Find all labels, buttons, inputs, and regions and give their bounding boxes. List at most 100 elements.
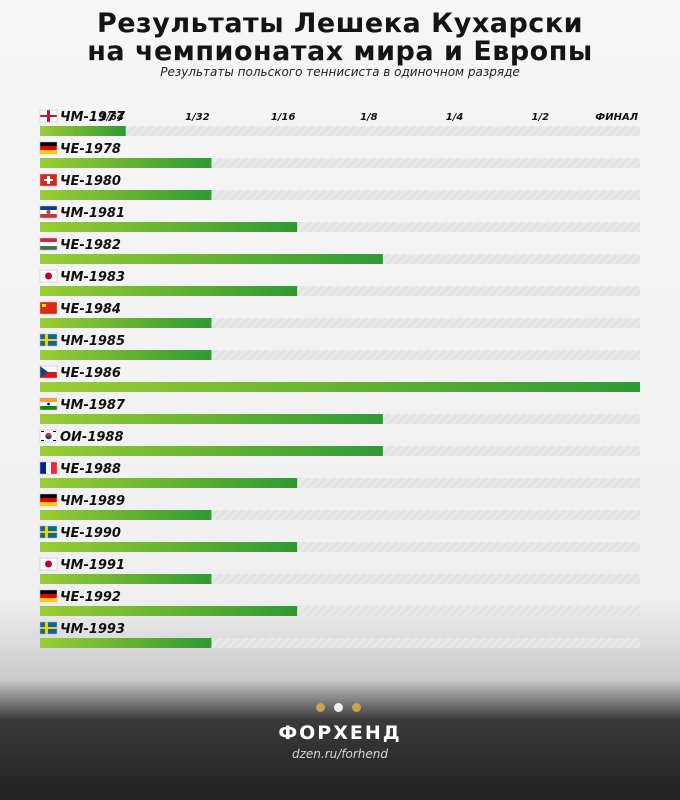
germany-flag-icon bbox=[39, 493, 58, 507]
hungary-flag-icon bbox=[39, 237, 58, 251]
result-bar bbox=[40, 510, 212, 520]
brand-dot-1 bbox=[316, 703, 325, 712]
sweden-flag-icon bbox=[39, 525, 58, 539]
result-row: ЧМ-1993 bbox=[39, 621, 640, 648]
result-row: ЧЕ-1984 bbox=[39, 301, 640, 328]
result-bar bbox=[40, 126, 126, 136]
result-row: ЧМ-1987 bbox=[39, 397, 640, 424]
result-row: ЧЕ-1988 bbox=[39, 461, 640, 488]
yugoslavia-flag-icon bbox=[39, 205, 58, 219]
result-row: ЧЕ-1978 bbox=[39, 141, 640, 168]
result-row: ЧЕ-1980 bbox=[39, 173, 640, 200]
result-bar bbox=[40, 158, 212, 168]
bar-track bbox=[40, 478, 640, 488]
china-flag-icon bbox=[39, 301, 58, 315]
tournament-label: ЧМ-1981 bbox=[60, 206, 125, 221]
page-title: Результаты Лешека Кухарски на чемпионата… bbox=[0, 10, 680, 66]
bar-track bbox=[40, 222, 640, 232]
stage-tick-label: 1/4 bbox=[446, 112, 464, 123]
result-row: ЧМ-1983 bbox=[39, 269, 640, 296]
result-row: ЧМ-1981 bbox=[39, 205, 640, 232]
bar-track bbox=[40, 606, 640, 616]
result-row: ЧМ-1977 bbox=[39, 109, 640, 136]
result-bar bbox=[40, 190, 212, 200]
result-bar bbox=[40, 638, 212, 648]
result-row: ЧМ-1985 bbox=[39, 333, 640, 360]
stage-tick-labels: 1/64 1/32 1/16 1/8 1/4 1/2 ФИНАЛ bbox=[99, 112, 638, 123]
england-flag-icon bbox=[39, 109, 58, 123]
tournament-label: ЧМ-1983 bbox=[60, 270, 125, 285]
result-bar bbox=[40, 446, 383, 456]
france-flag-icon bbox=[39, 461, 58, 475]
bar-track bbox=[40, 158, 640, 168]
stage-tick-label: 1/2 bbox=[531, 112, 549, 123]
result-row: ЧЕ-1982 bbox=[39, 237, 640, 264]
czech-flag-icon bbox=[39, 365, 58, 379]
bar-track bbox=[40, 510, 640, 520]
page-subtitle: Результаты польского теннисиста в одиноч… bbox=[160, 65, 520, 79]
result-row: ЧЕ-1992 bbox=[39, 589, 640, 616]
result-bar bbox=[40, 318, 212, 328]
tournament-label: ЧМ-1989 bbox=[60, 494, 125, 509]
japan-flag-icon bbox=[39, 269, 58, 283]
result-row: ЧЕ-1986 bbox=[39, 365, 640, 392]
bar-track bbox=[40, 350, 640, 360]
result-row: ЧЕ-1990 bbox=[39, 525, 640, 552]
germany-flag-icon bbox=[39, 141, 58, 155]
tournament-label: ЧЕ-1982 bbox=[60, 238, 121, 253]
sweden-flag-icon bbox=[39, 333, 58, 347]
brand-dot-3 bbox=[352, 703, 361, 712]
result-bar bbox=[40, 542, 298, 552]
result-bar bbox=[40, 478, 298, 488]
result-bar bbox=[40, 414, 383, 424]
bar-track bbox=[40, 190, 640, 200]
stage-tick-label: ФИНАЛ bbox=[595, 112, 638, 123]
title-line-1: Результаты Лешека Кухарски bbox=[96, 8, 584, 39]
result-bar bbox=[40, 254, 383, 264]
result-bar bbox=[40, 574, 212, 584]
south-korea-flag-icon bbox=[39, 429, 58, 443]
tournament-label: ЧЕ-1984 bbox=[60, 302, 121, 317]
tournament-label: ЧЕ-1978 bbox=[60, 142, 121, 157]
germany-flag-icon bbox=[39, 589, 58, 603]
tournament-label: ЧМ-1993 bbox=[60, 622, 125, 637]
bar-track bbox=[40, 286, 640, 296]
brand-url[interactable]: dzen.ru/forhend bbox=[291, 747, 388, 761]
brand-dots bbox=[316, 703, 361, 712]
tournament-label: ЧМ-1985 bbox=[60, 334, 125, 349]
bar-track bbox=[40, 542, 640, 552]
bar-track bbox=[40, 638, 640, 648]
tournament-label: ОИ-1988 bbox=[60, 430, 124, 445]
result-bar bbox=[40, 286, 298, 296]
switzerland-flag-icon bbox=[39, 173, 58, 187]
result-row: ЧМ-1989 bbox=[39, 493, 640, 520]
tournament-label: ЧЕ-1992 bbox=[60, 590, 121, 605]
tournament-label: ЧЕ-1988 bbox=[60, 462, 121, 477]
result-row: ОИ-1988 bbox=[39, 429, 640, 456]
result-bar bbox=[40, 382, 640, 392]
tournament-label: ЧЕ-1990 bbox=[60, 526, 121, 541]
india-flag-icon bbox=[39, 397, 58, 411]
stage-tick-label: 1/64 bbox=[99, 112, 124, 123]
tournament-label: ЧЕ-1980 bbox=[60, 174, 121, 189]
japan-flag-icon bbox=[39, 557, 58, 571]
result-bar bbox=[40, 350, 212, 360]
tournament-label: ЧМ-1991 bbox=[60, 558, 125, 573]
stage-tick-label: 1/32 bbox=[185, 112, 210, 123]
brand-dot-2 bbox=[334, 703, 343, 712]
bar-track bbox=[40, 574, 640, 584]
stage-tick-label: 1/16 bbox=[271, 112, 296, 123]
result-bar bbox=[40, 606, 298, 616]
tournament-label: ЧМ-1987 bbox=[60, 398, 126, 413]
tournament-label: ЧЕ-1986 bbox=[60, 366, 121, 381]
bar-rows: ЧМ-1977 ЧЕ-1978 ЧЕ-1980 ЧМ-1981 ЧЕ-1982 ЧМ-19… bbox=[39, 109, 640, 648]
sweden-flag-icon bbox=[39, 621, 58, 635]
brand-logo-text: ФОРХЕНД bbox=[278, 722, 402, 744]
stage-tick-label: 1/8 bbox=[360, 112, 378, 123]
bar-track bbox=[40, 126, 640, 136]
bar-track bbox=[40, 318, 640, 328]
tournament-label: ЧМ-1977 bbox=[60, 110, 126, 125]
title-line-2: на чемпионатах мира и Европы bbox=[87, 36, 593, 67]
result-bar bbox=[40, 222, 298, 232]
